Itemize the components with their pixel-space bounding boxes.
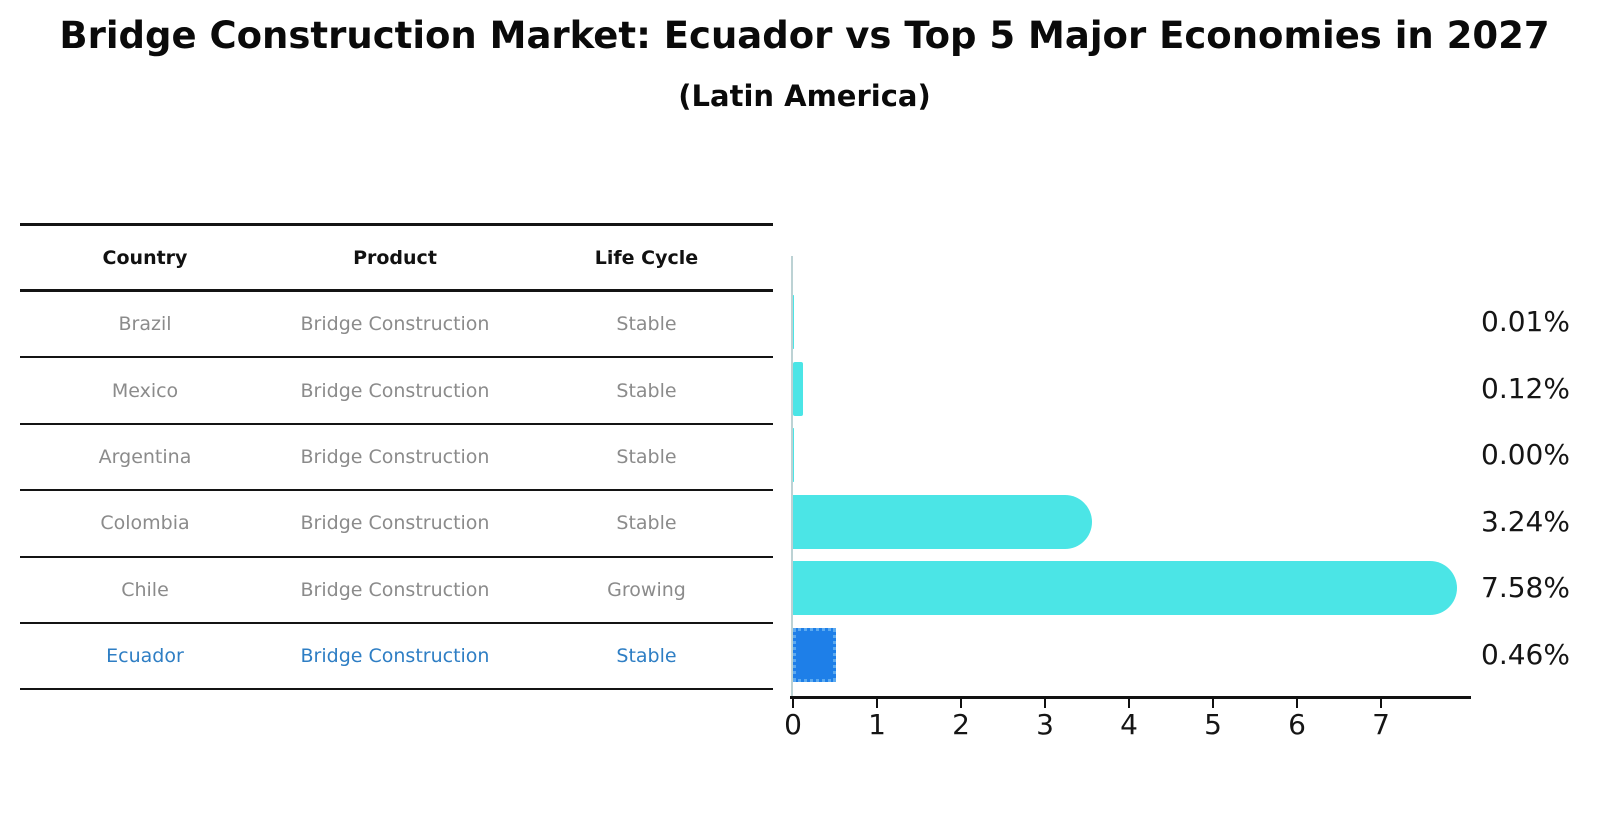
cell-country: Brazil bbox=[118, 313, 172, 336]
cell-lifecycle: Stable bbox=[616, 512, 677, 535]
cell-country: Mexico bbox=[111, 379, 179, 402]
x-axis-tick-mark bbox=[1127, 697, 1131, 708]
bar-chile bbox=[793, 561, 1457, 616]
bar-value-label: 0.00% bbox=[1481, 438, 1570, 471]
bar-mexico bbox=[793, 361, 804, 416]
bar-value-label: 0.46% bbox=[1481, 637, 1570, 671]
table-header-row: Country Product Life Cycle bbox=[20, 226, 773, 292]
cell-product: Bridge Construction bbox=[300, 445, 490, 468]
cell-country: Chile bbox=[121, 578, 169, 601]
bar-argentina bbox=[793, 428, 795, 483]
cell-product: Bridge Construction bbox=[300, 313, 490, 336]
cell-country: Colombia bbox=[100, 512, 190, 535]
x-tick-label: 4 bbox=[1120, 708, 1138, 741]
x-axis-tick-mark bbox=[1043, 697, 1047, 708]
x-axis-tick-mark bbox=[959, 697, 963, 708]
table-row: Argentina Bridge Construction Stable bbox=[20, 425, 773, 492]
cell-lifecycle: Stable bbox=[616, 445, 677, 468]
chart-subtitle: (Latin America) bbox=[678, 79, 931, 113]
country-table: Country Product Life Cycle Brazil Bridge… bbox=[20, 223, 773, 691]
cell-product: Bridge Construction bbox=[300, 578, 490, 601]
col-header-lifecycle: Life Cycle bbox=[594, 246, 699, 269]
x-tick-label: 1 bbox=[868, 708, 886, 741]
x-tick-label: 7 bbox=[1372, 708, 1390, 741]
cell-lifecycle: Growing bbox=[607, 578, 686, 601]
col-header-product: Product bbox=[353, 246, 437, 269]
cell-country: Ecuador bbox=[106, 645, 184, 668]
table-row-ecuador-highlight: Ecuador Bridge Construction Stable bbox=[20, 624, 773, 691]
table-row: Brazil Bridge Construction Stable bbox=[20, 292, 773, 359]
bar-ecuador-highlight bbox=[793, 627, 836, 682]
cell-country: Argentina bbox=[98, 445, 192, 468]
x-tick-label: 5 bbox=[1204, 708, 1222, 741]
cell-lifecycle: Stable bbox=[616, 379, 677, 402]
x-tick-label: 2 bbox=[952, 708, 970, 741]
x-tick-label: 3 bbox=[1036, 708, 1054, 741]
cell-product: Bridge Construction bbox=[300, 512, 490, 535]
x-axis-tick-mark bbox=[1211, 697, 1215, 708]
y-axis-spine bbox=[791, 256, 793, 697]
cell-lifecycle: Stable bbox=[616, 313, 677, 336]
x-axis-tick-mark bbox=[875, 697, 879, 708]
x-tick-label: 6 bbox=[1288, 708, 1306, 741]
col-header-country: Country bbox=[102, 246, 188, 269]
cell-product: Bridge Construction bbox=[300, 379, 490, 402]
bar-colombia bbox=[793, 494, 1093, 549]
cell-product: Bridge Construction bbox=[300, 645, 490, 668]
x-axis-tick-mark bbox=[791, 697, 795, 708]
table-row: Mexico Bridge Construction Stable bbox=[20, 358, 773, 425]
cell-lifecycle: Stable bbox=[616, 645, 677, 668]
chart-title: Bridge Construction Market: Ecuador vs T… bbox=[59, 14, 1550, 57]
bar-brazil bbox=[793, 295, 795, 350]
x-axis-line bbox=[790, 696, 1471, 699]
bar-value-label: 0.12% bbox=[1481, 371, 1570, 405]
bar-value-label: 0.01% bbox=[1481, 305, 1570, 338]
x-axis-tick-mark bbox=[1295, 697, 1299, 708]
table-row: Chile Bridge Construction Growing bbox=[20, 558, 773, 624]
x-tick-label: 0 bbox=[784, 708, 802, 741]
bar-value-label: 3.24% bbox=[1481, 504, 1570, 538]
x-axis-tick-mark bbox=[1379, 697, 1383, 708]
table-row: Colombia Bridge Construction Stable bbox=[20, 491, 773, 558]
bar-value-label: 7.58% bbox=[1481, 571, 1570, 604]
